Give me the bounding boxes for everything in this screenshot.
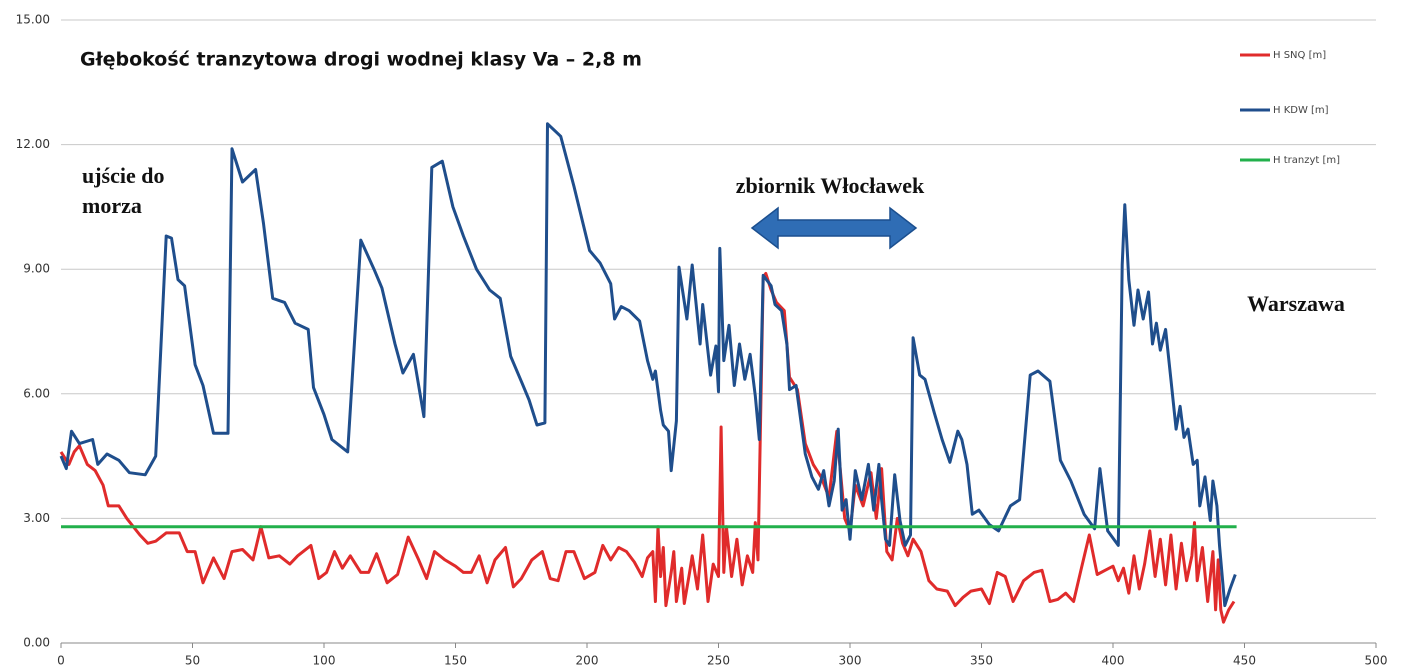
chart-title: Głębokość tranzytowa drogi wodnej klasy … xyxy=(80,49,642,71)
x-tick-label: 400 xyxy=(1102,654,1125,668)
y-tick-label: 0.00 xyxy=(23,636,50,650)
legend-label: H KDW [m] xyxy=(1273,105,1329,116)
x-tick-label: 100 xyxy=(313,654,336,668)
x-tick-label: 500 xyxy=(1365,654,1388,668)
y-tick-label: 6.00 xyxy=(23,386,50,400)
x-tick-label: 450 xyxy=(1233,654,1256,668)
x-tick-label: 150 xyxy=(444,654,467,668)
y-tick-label: 12.00 xyxy=(16,137,50,151)
x-tick-label: 350 xyxy=(970,654,993,668)
y-tick-label: 15.00 xyxy=(16,13,50,27)
series-line xyxy=(59,122,1237,608)
x-tick-label: 50 xyxy=(185,654,200,668)
y-tick-label: 3.00 xyxy=(23,511,50,525)
legend-label: H tranzyt [m] xyxy=(1273,155,1340,166)
legend-label: H SNQ [m] xyxy=(1273,50,1326,61)
annotation: ujście do xyxy=(82,163,165,188)
y-tick-label: 9.00 xyxy=(23,262,50,276)
series-line xyxy=(59,271,1236,624)
annotation: Warszawa xyxy=(1247,291,1345,316)
x-tick-label: 0 xyxy=(57,654,65,668)
annotation: morza xyxy=(82,193,142,218)
x-tick-label: 300 xyxy=(839,654,862,668)
double-arrow xyxy=(750,206,918,250)
x-tick-label: 200 xyxy=(576,654,599,668)
x-tick-label: 250 xyxy=(707,654,730,668)
annotation: zbiornik Włocławek xyxy=(736,173,925,198)
